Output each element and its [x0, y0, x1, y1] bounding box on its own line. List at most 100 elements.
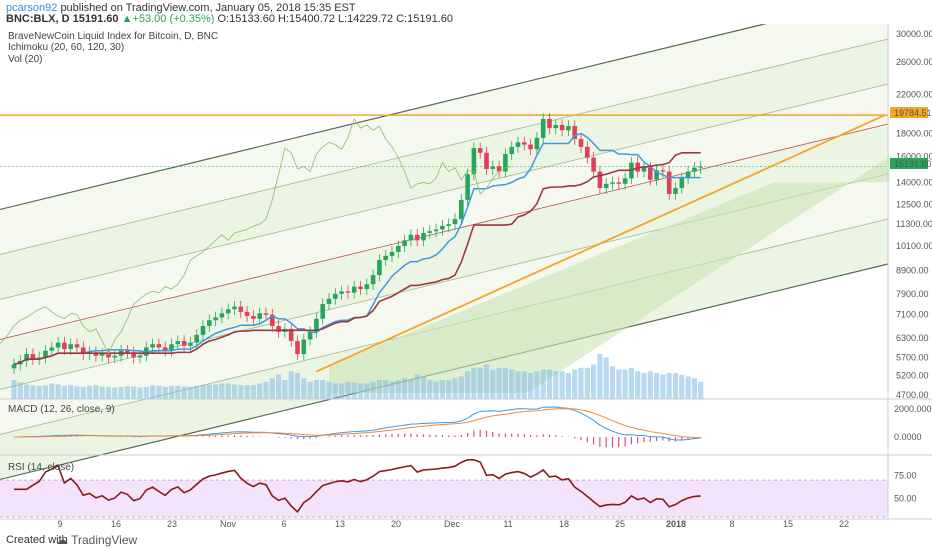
- channel-line: [0, 83, 889, 300]
- candle-body: [68, 344, 73, 350]
- volume-bar: [452, 378, 458, 399]
- candle-body: [673, 188, 678, 194]
- candle-body: [36, 357, 42, 360]
- rsi-line: [14, 458, 701, 514]
- candle-body: [232, 306, 237, 310]
- candle-body: [11, 364, 17, 369]
- candle-body: [591, 157, 596, 172]
- candle-body: [446, 224, 451, 226]
- level-badge-text: 19784.51: [894, 108, 932, 118]
- candle-body: [370, 275, 376, 285]
- candle-body: [288, 328, 294, 342]
- main-pane: [0, 24, 890, 481]
- candle-body: [578, 138, 584, 147]
- price-badge: [890, 158, 928, 169]
- volume-bar: [521, 371, 527, 399]
- candle-body: [276, 325, 281, 332]
- volume-bar: [61, 385, 67, 399]
- candle-body: [427, 231, 433, 233]
- price-tick-label: 5200.00: [896, 370, 929, 380]
- kijun-line: [13, 152, 701, 366]
- channel-line: [0, 24, 767, 211]
- date-tick-label: Dec: [444, 519, 461, 529]
- rsi-tick-label: 75.00: [894, 470, 917, 480]
- candle-body: [307, 331, 313, 340]
- volume-bar: [647, 371, 653, 399]
- volume-bar: [263, 381, 269, 399]
- candle-body: [125, 350, 130, 353]
- volume-bar: [471, 367, 477, 399]
- volume-bar: [540, 369, 546, 399]
- chart-area[interactable]: 4700.00 5200.00 5700.00 6300.00 7100.00 7900.…: [0, 24, 932, 530]
- brand-text: TradingView: [71, 533, 138, 547]
- volume-bar: [150, 385, 156, 399]
- level-badge: [890, 107, 928, 118]
- symbol-label: BNC:BLX, D: [6, 13, 70, 25]
- volume-bar: [282, 379, 288, 399]
- publish-info: published on TradingView.com, January 05…: [60, 2, 356, 14]
- volume-bar: [294, 373, 301, 399]
- candle-body: [43, 350, 48, 358]
- volume-bar: [414, 374, 420, 399]
- price-tick-label: 14000.00: [896, 177, 932, 187]
- candle-body: [610, 182, 615, 184]
- candle-body: [685, 171, 691, 179]
- volume-bar: [458, 376, 464, 399]
- candle-body: [30, 354, 36, 360]
- date-tick-label: 25: [615, 519, 625, 529]
- price-tick-label: 11300.00: [896, 219, 932, 229]
- volume-bar: [99, 386, 105, 399]
- volume-bar: [490, 369, 496, 399]
- volume-bar: [168, 386, 175, 399]
- open-value: O:15133.60: [217, 13, 275, 25]
- volume-bar: [420, 376, 427, 399]
- rsi-pane: [0, 458, 888, 518]
- volume-bar: [546, 369, 553, 399]
- volume-bar: [502, 367, 508, 399]
- channel-line: [0, 123, 889, 340]
- candle-body: [641, 167, 647, 172]
- date-tick-label: 20: [391, 519, 401, 529]
- candle-body: [112, 355, 118, 358]
- volume-bars: [11, 354, 704, 399]
- candle-body: [81, 347, 86, 355]
- cloud-icon: ☁: [56, 533, 68, 547]
- volume-bar: [572, 369, 578, 399]
- candle-body: [566, 126, 571, 131]
- candle-body: [515, 142, 521, 147]
- candle-body: [131, 352, 136, 358]
- candle-body: [213, 317, 218, 321]
- macd-pane: [13, 406, 702, 448]
- price-tick-label: 8900.00: [896, 266, 929, 276]
- volume-bar: [534, 371, 540, 399]
- volume-bar: [641, 373, 647, 399]
- candle-body: [528, 144, 533, 150]
- volume-bar: [326, 381, 332, 399]
- volume-bar: [672, 373, 679, 399]
- author-link[interactable]: pcarson92: [6, 2, 58, 14]
- indicator-lines: [0, 114, 886, 373]
- candle-body: [99, 354, 105, 356]
- candle-body: [597, 171, 603, 189]
- candle-body: [540, 118, 546, 138]
- volume-bar: [666, 373, 672, 399]
- candle-body: [471, 148, 477, 175]
- candle-body: [351, 286, 357, 293]
- volume-bar: [477, 367, 483, 399]
- candle-body: [389, 251, 395, 256]
- tradingview-logo[interactable]: ☁ TradingView: [56, 533, 137, 547]
- volume-bar: [17, 382, 23, 399]
- chart-title: BraveNewCoin Liquid Index for Bitcoin, D…: [8, 31, 218, 42]
- volume-bar: [685, 376, 691, 399]
- candle-body: [144, 347, 149, 356]
- candle-body: [263, 313, 269, 315]
- date-tick-label: 15: [783, 519, 793, 529]
- candle-body: [219, 313, 225, 318]
- volume-bar: [244, 385, 250, 399]
- candle-body: [585, 146, 590, 158]
- candle-body: [616, 182, 622, 184]
- volume-bar: [49, 383, 55, 399]
- price-badge-text: 15191.60: [894, 159, 932, 169]
- volume-bar: [370, 381, 376, 399]
- volume-bar: [515, 371, 521, 399]
